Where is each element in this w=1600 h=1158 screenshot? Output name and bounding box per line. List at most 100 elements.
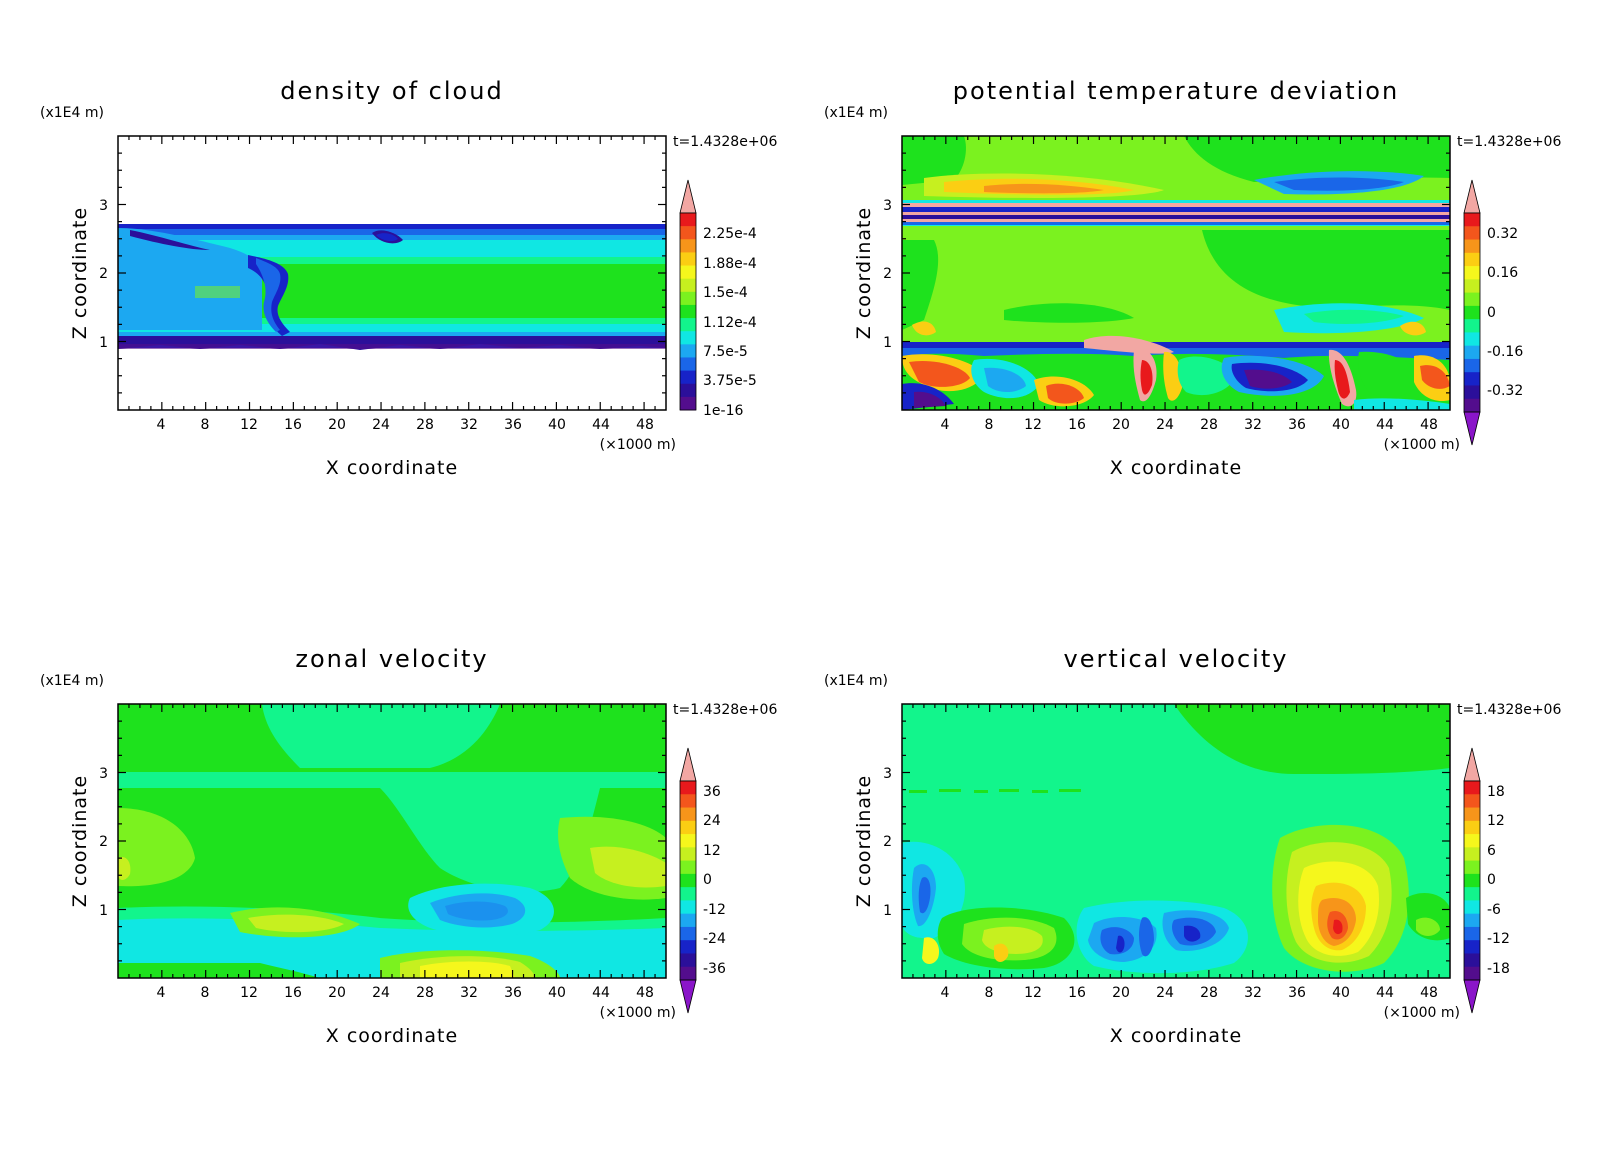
colorbar-swatch <box>680 860 696 875</box>
colorbar-label: 0 <box>1487 872 1496 888</box>
x-tick-label: 4 <box>941 985 950 1001</box>
chart-title: zonal velocity <box>295 645 488 673</box>
axis-ticks <box>902 136 1450 410</box>
colorbar-swatch <box>680 953 696 968</box>
y-tick-labels: 1 2 3 <box>99 766 108 919</box>
colorbar-label: 0 <box>703 872 712 888</box>
colorbar-swatch <box>1464 239 1480 254</box>
axis-ticks <box>118 704 666 978</box>
colorbar-swatch <box>680 278 696 293</box>
colorbar-label: 1.5e-4 <box>703 285 748 301</box>
x-tick-label: 4 <box>157 985 166 1001</box>
colorbar-swatch <box>1464 900 1480 915</box>
contour-field <box>118 704 666 978</box>
colorbar-label: -18 <box>1487 961 1510 977</box>
colorbar-swatch <box>1464 358 1480 373</box>
colorbar-label: 12 <box>703 843 721 859</box>
x-tick-label: 20 <box>328 417 346 433</box>
y-unit-label: (x1E4 m) <box>40 105 104 121</box>
x-tick-label: 8 <box>985 985 994 1001</box>
colorbar-swatch <box>1464 292 1480 307</box>
colorbar-swatch <box>1464 398 1480 413</box>
x-tick-label: 8 <box>201 985 210 1001</box>
colorbar-swatch <box>1464 860 1480 875</box>
x-tick-labels: 4 8 12 16 20 24 28 32 36 40 44 48 <box>941 985 1438 1001</box>
x-tick-label: 40 <box>548 985 566 1001</box>
colorbar-lower-arrow <box>679 979 697 1014</box>
x-tick-label: 24 <box>1156 985 1174 1001</box>
colorbar-label: 1e-16 <box>703 403 743 419</box>
colorbar-swatch <box>1464 279 1480 294</box>
x-tick-label: 28 <box>416 985 434 1001</box>
x-tick-label: 44 <box>1376 417 1394 433</box>
y-tick-label: 2 <box>883 834 892 850</box>
y-tick-labels: 1 2 3 <box>883 766 892 919</box>
colorbar-labels: 0.32 0.16 0 -0.16 -0.32 <box>1487 226 1523 399</box>
x-tick-label: 8 <box>985 417 994 433</box>
colorbar-swatch <box>1464 252 1480 267</box>
colorbar-swatch <box>1464 953 1480 968</box>
x-tick-label: 20 <box>328 985 346 1001</box>
time-label: t=1.4328e+06 <box>1457 134 1561 150</box>
colorbar-swatch <box>680 807 696 822</box>
colorbar-label: 1.88e-4 <box>703 256 757 272</box>
x-tick-label: 36 <box>1288 985 1306 1001</box>
chart-zonal-velocity: zonal velocity (x1E4 m) t=1.4328e+06 4 8… <box>40 645 777 1047</box>
colorbar-swatch <box>680 318 696 332</box>
x-tick-labels: 4 8 12 16 20 24 28 32 36 40 44 48 <box>157 417 654 433</box>
x-tick-label: 4 <box>157 417 166 433</box>
colorbar-label: -24 <box>703 931 726 947</box>
colorbar-lower-arrow <box>1463 411 1481 446</box>
colorbar-swatch <box>1464 887 1480 901</box>
colorbar-label: 7.5e-5 <box>703 344 748 360</box>
x-tick-label: 36 <box>504 985 522 1001</box>
colorbar-swatch <box>1464 385 1480 400</box>
panel-vertical-velocity: vertical velocity (x1E4 m) t=1.4328e+06 <box>784 568 1584 1147</box>
y-tick-label: 2 <box>99 834 108 850</box>
colorbar-swatch <box>1464 926 1480 941</box>
x-unit-label: (×1000 m) <box>1384 437 1460 453</box>
colorbar-swatch <box>680 913 696 928</box>
colorbar-label: 1.12e-4 <box>703 315 757 331</box>
y-axis-label: Z coordinate <box>853 207 875 339</box>
x-tick-label: 40 <box>1332 985 1350 1001</box>
colorbar-label: 0.16 <box>1487 265 1518 281</box>
chart-potential-temperature-deviation: potential temperature deviation (x1E4 m)… <box>824 77 1561 479</box>
colorbar-swatch <box>1464 319 1480 333</box>
colorbar-swatch <box>680 304 696 319</box>
x-tick-label: 12 <box>1024 985 1042 1001</box>
colorbar-label: -0.16 <box>1487 344 1523 360</box>
y-tick-label: 1 <box>99 903 108 919</box>
x-tick-label: 12 <box>1024 417 1042 433</box>
colorbar-swatch <box>1464 332 1480 347</box>
x-tick-label: 16 <box>284 417 302 433</box>
x-tick-label: 44 <box>592 985 610 1001</box>
colorbar-swatch <box>680 344 696 358</box>
colorbar-swatch <box>680 331 696 345</box>
x-tick-label: 32 <box>1244 417 1262 433</box>
colorbar-swatch <box>680 252 696 267</box>
y-tick-label: 2 <box>883 266 892 282</box>
chart-vertical-velocity: vertical velocity (x1E4 m) t=1.4328e+06 <box>824 645 1561 1047</box>
x-axis-label: X coordinate <box>326 1025 458 1047</box>
colorbar-swatch <box>680 781 696 795</box>
colorbar-labels: 2.25e-4 1.88e-4 1.5e-4 1.12e-4 7.5e-5 3.… <box>703 226 757 419</box>
x-tick-label: 20 <box>1112 417 1130 433</box>
x-tick-label: 12 <box>240 985 258 1001</box>
y-tick-label: 1 <box>883 903 892 919</box>
colorbar-swatch <box>1464 873 1480 888</box>
panel-zonal-velocity: zonal velocity (x1E4 m) t=1.4328e+06 4 8… <box>0 568 800 1147</box>
colorbar-label: 3.75e-5 <box>703 373 757 389</box>
colorbar-swatch <box>1464 266 1480 280</box>
x-tick-label: 32 <box>1244 985 1262 1001</box>
colorbar <box>679 747 697 1014</box>
x-tick-labels: 4 8 12 16 20 24 28 32 36 40 44 48 <box>157 985 654 1001</box>
colorbar-label: 12 <box>1487 813 1505 829</box>
contour-field <box>902 136 1450 410</box>
x-tick-label: 28 <box>1200 417 1218 433</box>
x-tick-label: 24 <box>372 417 390 433</box>
time-label: t=1.4328e+06 <box>673 702 777 718</box>
colorbar-upper-arrow <box>679 179 697 214</box>
x-unit-label: (×1000 m) <box>1384 1005 1460 1021</box>
colorbar-frame <box>679 212 697 411</box>
